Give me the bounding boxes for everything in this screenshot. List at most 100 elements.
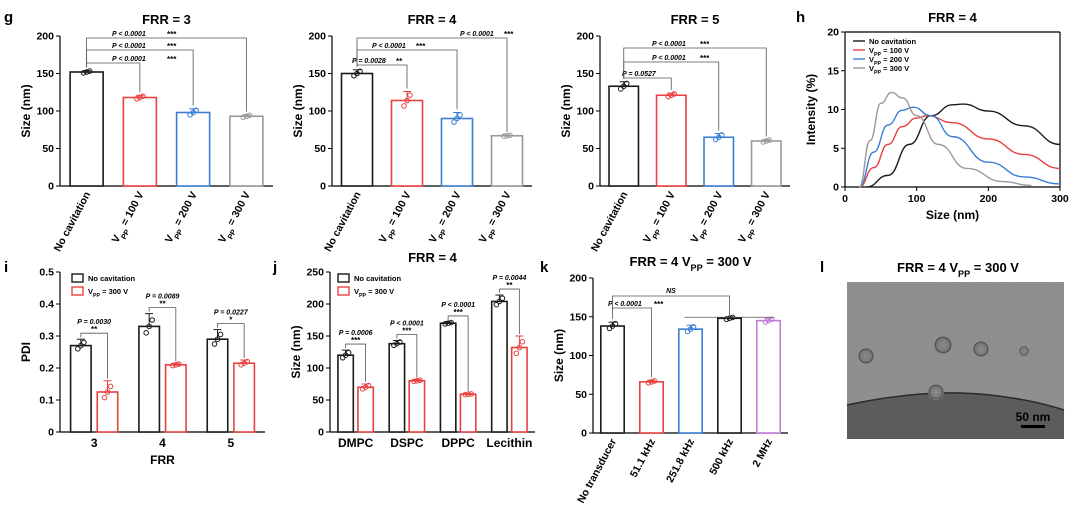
bar (69, 71, 104, 187)
bar (440, 117, 474, 187)
vesicle (934, 336, 952, 354)
vesicle (1019, 346, 1029, 356)
data-point (407, 92, 413, 98)
p-value-label: P < 0.0001 (112, 43, 146, 50)
data-point (244, 358, 250, 365)
bar (490, 300, 508, 433)
chart-title: FRR = 4 (928, 10, 978, 25)
data-point (359, 386, 366, 392)
x-tick-label: 200 (980, 193, 998, 205)
data-point (690, 324, 697, 330)
data-point (493, 301, 500, 308)
data-point (451, 119, 457, 125)
data-point (173, 362, 179, 368)
y-tick-label: 100 (308, 106, 326, 118)
data-point (357, 68, 363, 75)
significance-bracket (498, 288, 520, 334)
data-point (513, 350, 520, 357)
data-point (651, 378, 658, 384)
data-point (411, 378, 417, 385)
data-point (107, 383, 114, 390)
x-tick-label: 251.8 kHz (664, 437, 697, 485)
x-tick-label: VPP = 200 V (688, 190, 728, 247)
chart-h-intensity: 0 5 10 15 20 Intensity (%) 0 100 200 300 Size (nm)… (804, 10, 1069, 222)
y-tick-label: 0 (48, 181, 54, 193)
y-tick-label: 50 (575, 389, 587, 401)
y-tick-label: 100 (36, 106, 54, 118)
y-tick-label: 0.1 (39, 395, 54, 407)
data-point (240, 114, 247, 120)
x-tick-label: 300 (1051, 193, 1069, 205)
x-axis-label: FRR (150, 453, 175, 467)
data-point (457, 112, 463, 118)
bar (655, 94, 687, 187)
p-value-label: P = 0.0006 (339, 330, 373, 337)
bar (490, 134, 524, 187)
significance-stars: *** (351, 336, 361, 345)
bar (755, 319, 781, 434)
significance-stars: * (229, 316, 233, 325)
data-point (140, 93, 146, 99)
data-point (445, 320, 451, 327)
chart-title: FRR = 4 (408, 12, 458, 27)
legend-swatch (337, 273, 350, 283)
x-tick-label: VPP = 300 V (216, 190, 256, 247)
data-point (78, 342, 84, 349)
data-point (134, 96, 140, 102)
data-point (149, 317, 155, 323)
data-point (668, 92, 675, 99)
x-tick-label: No cavitation (589, 190, 631, 254)
legend-label: VPP = 100 V (869, 46, 909, 58)
y-tick-label: 200 (36, 31, 54, 43)
bar (233, 362, 256, 433)
x-tick-label: Lecithin (486, 436, 532, 450)
y-tick-label: 0.3 (39, 331, 54, 343)
y-tick-label: 15 (827, 65, 839, 77)
vesicle (973, 341, 989, 357)
y-tick-label: 150 (36, 68, 54, 80)
series-line (866, 103, 1061, 188)
panel-letter-i: i (4, 259, 8, 276)
x-tick-label: No cavitation (322, 190, 364, 254)
legend-label: VPP = 200 V (869, 55, 909, 67)
bar (390, 99, 424, 187)
data-point (718, 132, 725, 138)
y-tick-label: 0.5 (39, 267, 54, 279)
legend-label: No cavitation (869, 37, 917, 46)
x-tick-label: VPP = 100 V (377, 190, 417, 247)
x-tick-label: 3 (91, 436, 98, 450)
significance-stars: *** (700, 40, 710, 49)
significance-stars: ** (159, 300, 166, 309)
tem-grid-edge-line (846, 392, 1065, 411)
x-tick-label: 100 (908, 193, 926, 205)
data-point (763, 138, 770, 144)
significance-bracket (217, 323, 245, 358)
data-point (519, 338, 526, 345)
data-point (362, 384, 369, 391)
y-tick-label: 10 (827, 104, 839, 116)
p-value-label: P < 0.0001 (372, 43, 406, 50)
panel-letter-g: g (4, 9, 13, 26)
legend-swatch (337, 286, 350, 296)
p-value-label: P < 0.0001 (112, 56, 146, 63)
data-point (391, 342, 397, 349)
y-tick-label: 250 (306, 267, 324, 279)
series-line (858, 91, 1032, 188)
bar (408, 379, 426, 433)
significance-bracket (612, 307, 652, 378)
bar (608, 85, 640, 187)
data-point (468, 391, 474, 397)
data-point (671, 91, 678, 97)
panel-letter-h: h (796, 9, 805, 26)
series-line (858, 106, 1061, 188)
x-tick-label: VPP = 100 V (110, 190, 150, 247)
significance-stars: *** (700, 54, 710, 63)
y-axis-label: PDI (19, 342, 33, 362)
p-value-label: P = 0.0527 (622, 71, 657, 78)
chart-k-transducers: 0 50 100 150 200 Size (nm) FRR = 4 VPP = 300 V… (552, 254, 788, 505)
data-point (612, 320, 619, 327)
p-value-label: P = 0.0044 (492, 275, 526, 282)
p-value-label: P < 0.0001 (652, 41, 686, 48)
significance-stars: *** (654, 300, 664, 309)
data-point (401, 103, 407, 109)
